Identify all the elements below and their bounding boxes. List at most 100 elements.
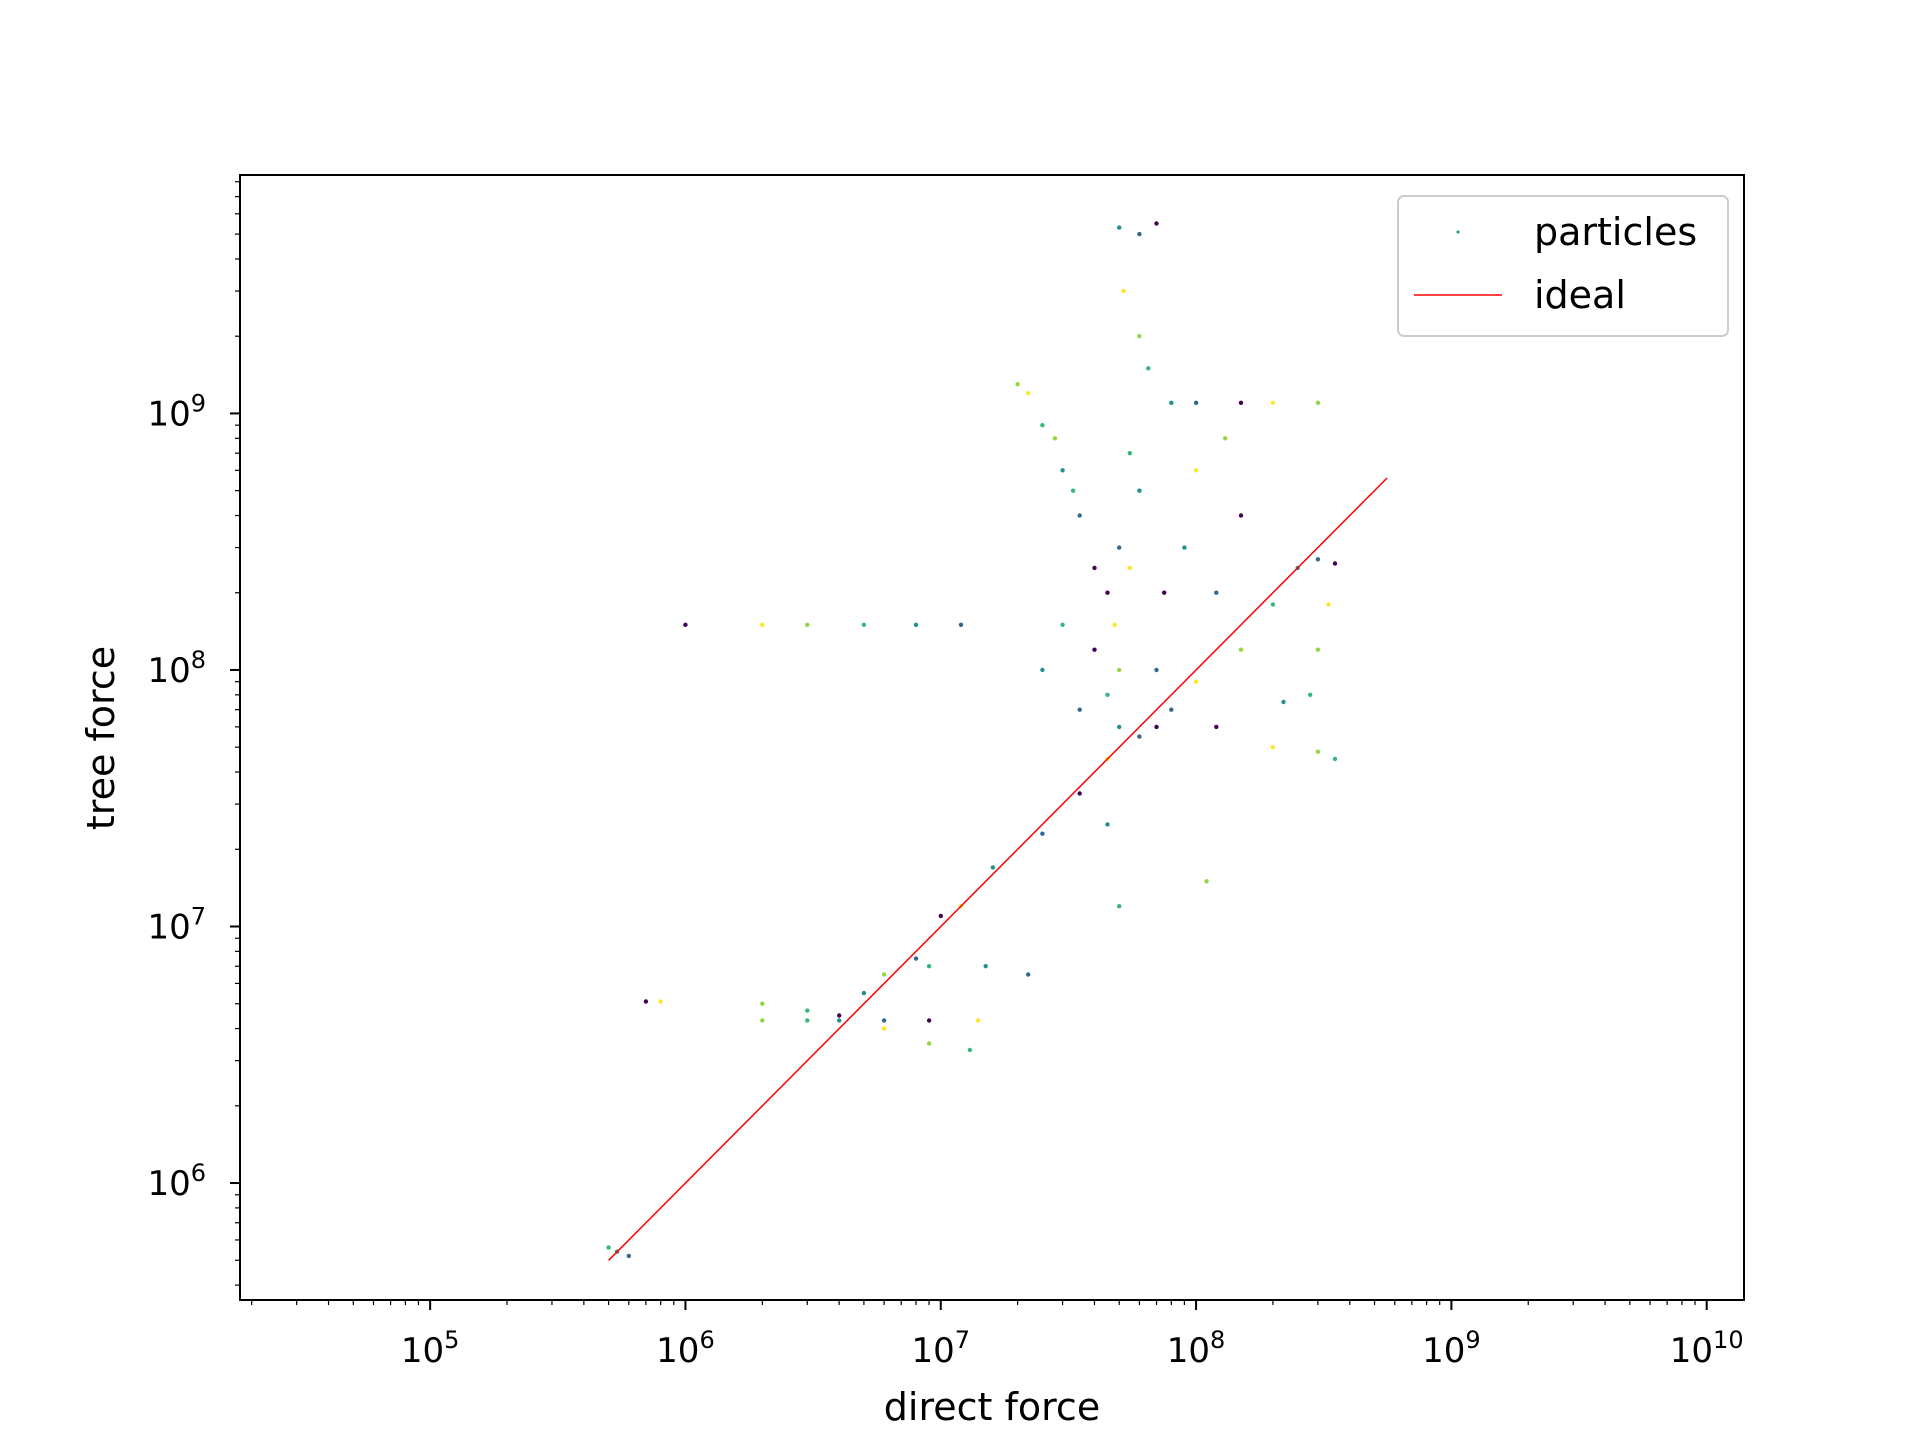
particle-point xyxy=(1270,602,1276,607)
particle-point xyxy=(1182,545,1187,550)
particle-point xyxy=(1238,400,1244,405)
particle-point xyxy=(1193,679,1199,684)
particle-point xyxy=(1146,366,1151,371)
particle-point xyxy=(1238,647,1244,652)
particle-point xyxy=(1193,400,1199,405)
y-tick-label: 108 xyxy=(147,646,206,691)
particle-point xyxy=(1315,749,1321,754)
particle-point xyxy=(881,1018,887,1023)
particle-point xyxy=(990,865,996,870)
y-axis: 106 107 108 109 xyxy=(147,181,240,1286)
particle-point xyxy=(1105,590,1110,595)
particle-point xyxy=(1137,488,1142,493)
plot-area xyxy=(240,175,1744,1300)
particle-point xyxy=(1040,423,1045,428)
y-tick-label: 106 xyxy=(147,1159,206,1204)
particle-point xyxy=(1193,468,1199,473)
particle-point xyxy=(1117,545,1122,550)
x-axis-title: direct force xyxy=(884,1385,1100,1429)
particle-point xyxy=(643,999,649,1004)
ideal-series xyxy=(608,477,1388,1261)
legend-ideal-label: ideal xyxy=(1534,273,1626,317)
particle-point xyxy=(938,913,943,919)
particle-point xyxy=(1214,724,1219,730)
particle-point xyxy=(1117,724,1122,730)
particle-point xyxy=(760,1018,765,1023)
x-tick-label: 107 xyxy=(911,1326,970,1371)
particle-point xyxy=(1026,972,1031,977)
particle-point xyxy=(1040,667,1045,673)
particle-point xyxy=(1238,513,1244,518)
x-tick-label: 108 xyxy=(1167,1326,1226,1371)
particle-point xyxy=(837,1018,842,1023)
particle-point xyxy=(958,622,964,627)
particle-point xyxy=(1169,400,1174,405)
particle-point xyxy=(1040,831,1045,836)
particle-point xyxy=(1162,590,1167,595)
particle-point xyxy=(1315,557,1321,562)
particle-point xyxy=(1137,334,1142,339)
particle-point xyxy=(1060,622,1065,627)
particle-point xyxy=(881,1026,887,1031)
particle-point xyxy=(1105,692,1110,697)
particle-point xyxy=(926,1041,932,1046)
particle-point xyxy=(1154,667,1159,673)
particle-point xyxy=(926,964,932,969)
particle-point xyxy=(1169,707,1174,712)
particle-point xyxy=(805,1008,810,1013)
particle-point xyxy=(1137,231,1142,237)
legend-box xyxy=(1397,195,1729,337)
particle-point xyxy=(881,972,887,977)
particle-point xyxy=(926,1018,932,1023)
particle-point xyxy=(1270,400,1276,405)
particle-point xyxy=(1315,400,1321,405)
x-tick-label: 109 xyxy=(1422,1326,1481,1371)
particle-point xyxy=(805,1018,810,1023)
particle-point xyxy=(683,622,688,627)
particle-point xyxy=(913,622,919,627)
x-tick-label: 106 xyxy=(656,1326,715,1371)
y-tick-label: 109 xyxy=(147,389,206,434)
particle-point xyxy=(1060,468,1065,473)
particle-point xyxy=(1137,734,1142,739)
particle-point xyxy=(760,1001,765,1006)
particle-point xyxy=(913,956,919,961)
particle-point xyxy=(1077,707,1082,712)
particle-point xyxy=(1117,904,1122,909)
particle-point xyxy=(861,622,867,627)
particle-point xyxy=(1127,565,1133,571)
particle-point xyxy=(626,1253,631,1259)
particle-point xyxy=(1077,513,1082,518)
particle-point xyxy=(606,1245,611,1250)
particle-point xyxy=(1315,647,1321,652)
particle-point xyxy=(1117,667,1122,673)
ideal-line xyxy=(608,477,1388,1261)
particle-point xyxy=(1214,590,1219,595)
x-axis: 105 106 107 108 109 1010 xyxy=(251,1300,1744,1371)
particle-point xyxy=(1308,692,1313,697)
particle-point xyxy=(1204,879,1209,884)
particle-point xyxy=(805,622,810,627)
particle-point xyxy=(1223,436,1228,441)
legend: particles ideal xyxy=(1397,195,1729,337)
particle-point xyxy=(1112,622,1117,627)
particle-point xyxy=(1127,451,1133,456)
particle-point xyxy=(1154,221,1159,226)
particle-point xyxy=(1326,602,1331,607)
legend-particles-marker xyxy=(1456,230,1460,234)
y-axis-title: tree force xyxy=(79,646,123,830)
x-tick-label: 1010 xyxy=(1670,1326,1744,1371)
particle-point xyxy=(658,999,663,1004)
particle-point xyxy=(1105,822,1110,827)
plot-frame xyxy=(239,174,1745,1301)
particle-point xyxy=(1052,436,1058,441)
particle-point xyxy=(975,1018,981,1023)
y-tick-label: 107 xyxy=(147,903,206,948)
x-tick-label: 105 xyxy=(401,1326,460,1371)
particle-point xyxy=(1092,565,1097,571)
particle-point xyxy=(1092,647,1097,652)
particle-point xyxy=(1121,288,1126,294)
particles-series xyxy=(606,221,1338,1259)
particle-point xyxy=(760,622,765,627)
particle-point xyxy=(1154,724,1159,730)
